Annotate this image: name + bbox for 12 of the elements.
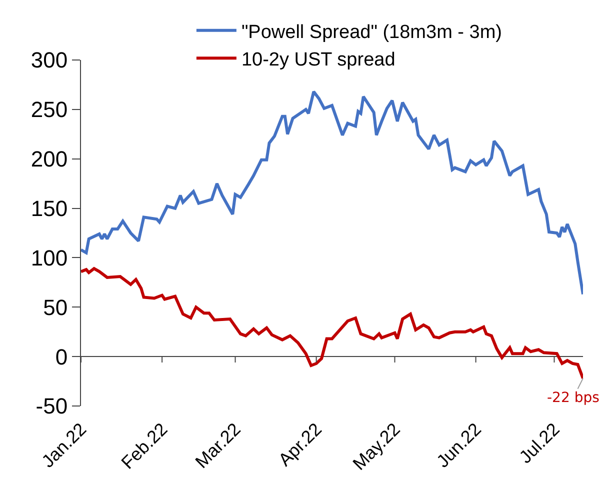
- y-tick-label: 200: [30, 146, 68, 172]
- y-tick-label: 150: [30, 196, 68, 221]
- legend-label: 10-2y UST spread: [241, 50, 396, 71]
- y-tick-label: 100: [30, 245, 68, 270]
- line-series: [81, 90, 583, 296]
- annotation: -22 bps: [547, 390, 600, 406]
- legend-label: "Powell Spread" (18m3m - 3m): [241, 22, 502, 43]
- y-tick-label: 300: [30, 48, 68, 73]
- y-tick-label: 0: [55, 344, 68, 370]
- y-tick-label: -50: [36, 394, 68, 419]
- y-tick-label: 50: [43, 294, 68, 320]
- y-tick-label: 250: [30, 97, 68, 122]
